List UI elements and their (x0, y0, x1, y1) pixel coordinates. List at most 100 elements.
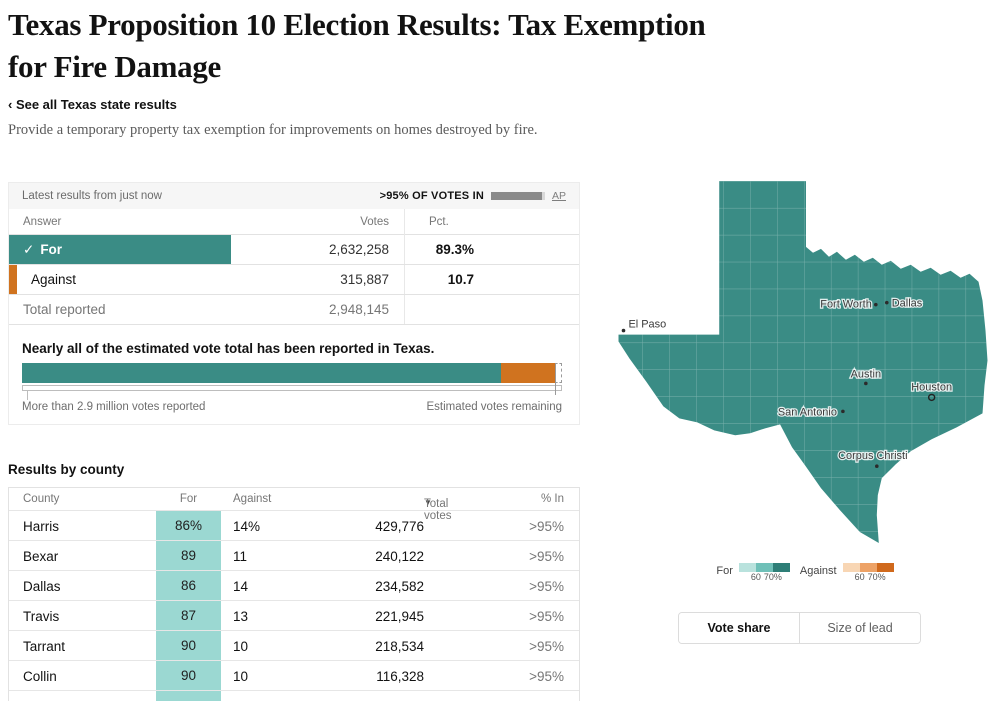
county-total-votes: 240,122 (375, 549, 424, 564)
legend-for-label: For (716, 565, 733, 577)
column-for[interactable]: For (179, 493, 198, 505)
last-updated-text: Latest results from just now (22, 190, 162, 202)
county-against-value: 10 (233, 639, 249, 654)
corpus-christi-dot (875, 464, 879, 469)
county-pct-in: >95% (529, 549, 564, 564)
county-pct-in: >95% (529, 669, 564, 684)
table-row-bexar: Bexar 89 11 240,122 >95% (9, 540, 579, 570)
county-total-votes: 429,776 (375, 519, 424, 534)
vote-estimate-section: Nearly all of the estimated vote total h… (9, 325, 579, 424)
check-icon: ✓ (23, 242, 35, 257)
dallas-dot (884, 300, 889, 305)
votes-in-progress-icon (490, 192, 545, 200)
legend-tick: 70% (867, 572, 886, 582)
legend-tick: 60 (750, 572, 761, 582)
san-antonio-dot (841, 409, 845, 414)
table-row-tarrant: Tarrant 90 10 218,534 >95% (9, 630, 579, 660)
estimate-progress-bar (22, 363, 562, 383)
county-name: Bexar (23, 549, 59, 564)
county-against-value: 13 (233, 609, 249, 624)
county-total-votes: 234,582 (375, 579, 424, 594)
el-paso-dot (621, 328, 626, 333)
for-color-scale: 60 70% (738, 563, 790, 582)
county-against-value: 14 (233, 579, 249, 594)
houston-circle (927, 393, 936, 402)
county-for-cell: 87 (156, 601, 221, 630)
city-label-fort-worth: Fort Worth (820, 299, 872, 311)
total-reported-value: 2,948,145 (328, 302, 389, 317)
table-row-partial (9, 690, 579, 701)
county-name: Harris (23, 519, 59, 534)
county-pct-in: >95% (529, 609, 564, 624)
county-total-votes: 116,328 (376, 669, 424, 684)
column-pct-in[interactable]: % In (540, 493, 564, 505)
for-vote-bar (9, 235, 231, 264)
legend-against-label: Against (799, 565, 837, 577)
county-pct-in: >95% (529, 639, 564, 654)
county-for-cell: 86 (156, 571, 221, 600)
estimate-total-bracket (22, 364, 562, 400)
answer-row-against: Against 315,887 10.7 (9, 265, 579, 295)
county-for-cell: 89 (156, 541, 221, 570)
county-results-heading: Results by county (8, 462, 125, 477)
bracket-right-tick (555, 364, 556, 395)
answer-for-label: For (40, 242, 63, 257)
bracket-left-tick (27, 391, 28, 400)
reported-for-segment (22, 363, 501, 383)
county-pct-in: >95% (529, 579, 564, 594)
county-results-table: County For Against ▼ Total votes % In Har… (8, 487, 580, 701)
estimated-remaining-segment (554, 363, 562, 383)
city-markers: El Paso Fort Worth Dallas Austin Houston… (621, 296, 953, 469)
county-against-value: 10 (233, 669, 249, 684)
table-row-travis: Travis 87 13 221,945 >95% (9, 600, 579, 630)
county-name: Tarrant (23, 639, 66, 654)
city-label-houston: Houston (911, 381, 952, 393)
estimate-headline: Nearly all of the estimated vote total h… (22, 341, 435, 356)
votes-remaining-label: Estimated votes remaining (426, 401, 562, 413)
county-total-votes: 218,534 (375, 639, 424, 654)
for-votes-value: 2,632,258 (328, 242, 389, 257)
texas-county-map[interactable]: El Paso Fort Worth Dallas Austin Houston… (615, 181, 995, 545)
back-link-state-results[interactable]: ‹ See all Texas state results (8, 97, 177, 112)
answer-against-label: Against (31, 272, 77, 287)
against-color-scale: 60 70% (842, 563, 894, 582)
vote-share-button[interactable]: Vote share (679, 613, 799, 643)
legend-tick: 60 (854, 572, 865, 582)
reported-against-segment (500, 363, 555, 383)
county-for-cell: 90 (156, 631, 221, 660)
against-votes-value: 315,887 (340, 272, 389, 287)
austin-dot (864, 381, 868, 386)
city-label-austin: Austin (851, 368, 881, 380)
county-grid-texture (618, 181, 988, 544)
column-against[interactable]: Against (233, 493, 272, 505)
county-against-value: 14% (233, 519, 261, 534)
city-label-san-antonio: San Antonio (778, 406, 837, 418)
fort-worth-dot (874, 302, 878, 307)
column-county[interactable]: County (23, 493, 60, 505)
for-pct-value: 89.3% (435, 242, 474, 257)
votes-reported-label: More than 2.9 million votes reported (22, 401, 206, 413)
votes-in-label: >95% OF VOTES IN (379, 190, 484, 202)
county-pct-in: >95% (529, 519, 564, 534)
county-name: Travis (23, 609, 60, 624)
against-pct-value: 10.7 (447, 272, 474, 287)
column-votes: Votes (360, 216, 389, 228)
table-row-harris: Harris 86% 14% 429,776 >95% (9, 510, 579, 540)
answer-table-header: Answer Votes Pct. (9, 209, 579, 235)
ap-source-link[interactable]: AP (551, 190, 566, 202)
results-meta-strip: Latest results from just now >95% OF VOT… (9, 183, 579, 209)
city-label-corpus-christi: Corpus Christi (838, 450, 907, 462)
answer-row-total: Total reported 2,948,145 (9, 295, 579, 325)
county-for-cell: 90 (156, 661, 221, 690)
city-label-dallas: Dallas (892, 298, 923, 310)
county-name: Dallas (23, 579, 61, 594)
column-pct: Pct. (429, 216, 449, 228)
size-of-lead-button[interactable]: Size of lead (799, 613, 920, 643)
sort-desc-icon: ▼ (424, 498, 432, 507)
table-row-dallas: Dallas 86 14 234,582 >95% (9, 570, 579, 600)
map-mode-toggle: Vote share Size of lead (678, 612, 921, 644)
county-total-votes: 221,945 (375, 609, 424, 624)
against-vote-bar (9, 265, 17, 294)
proposition-description: Provide a temporary property tax exempti… (8, 122, 538, 138)
